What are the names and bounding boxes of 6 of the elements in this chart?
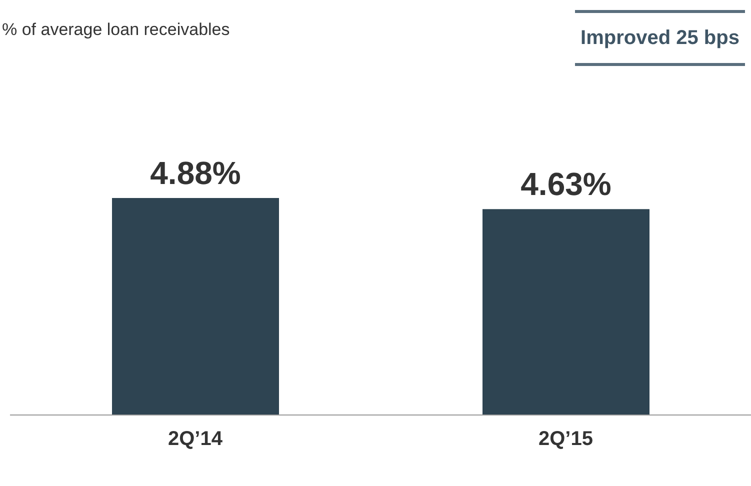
x-tick-label: 2Q’15 — [538, 428, 593, 450]
x-tick-label: 2Q’14 — [168, 428, 224, 450]
data-label: 4.63% — [520, 166, 612, 202]
data-label: 4.88% — [150, 155, 241, 191]
chart-subtitle: % of average loan receivables — [2, 20, 230, 40]
text: Improved 25 bps — [575, 10, 745, 66]
